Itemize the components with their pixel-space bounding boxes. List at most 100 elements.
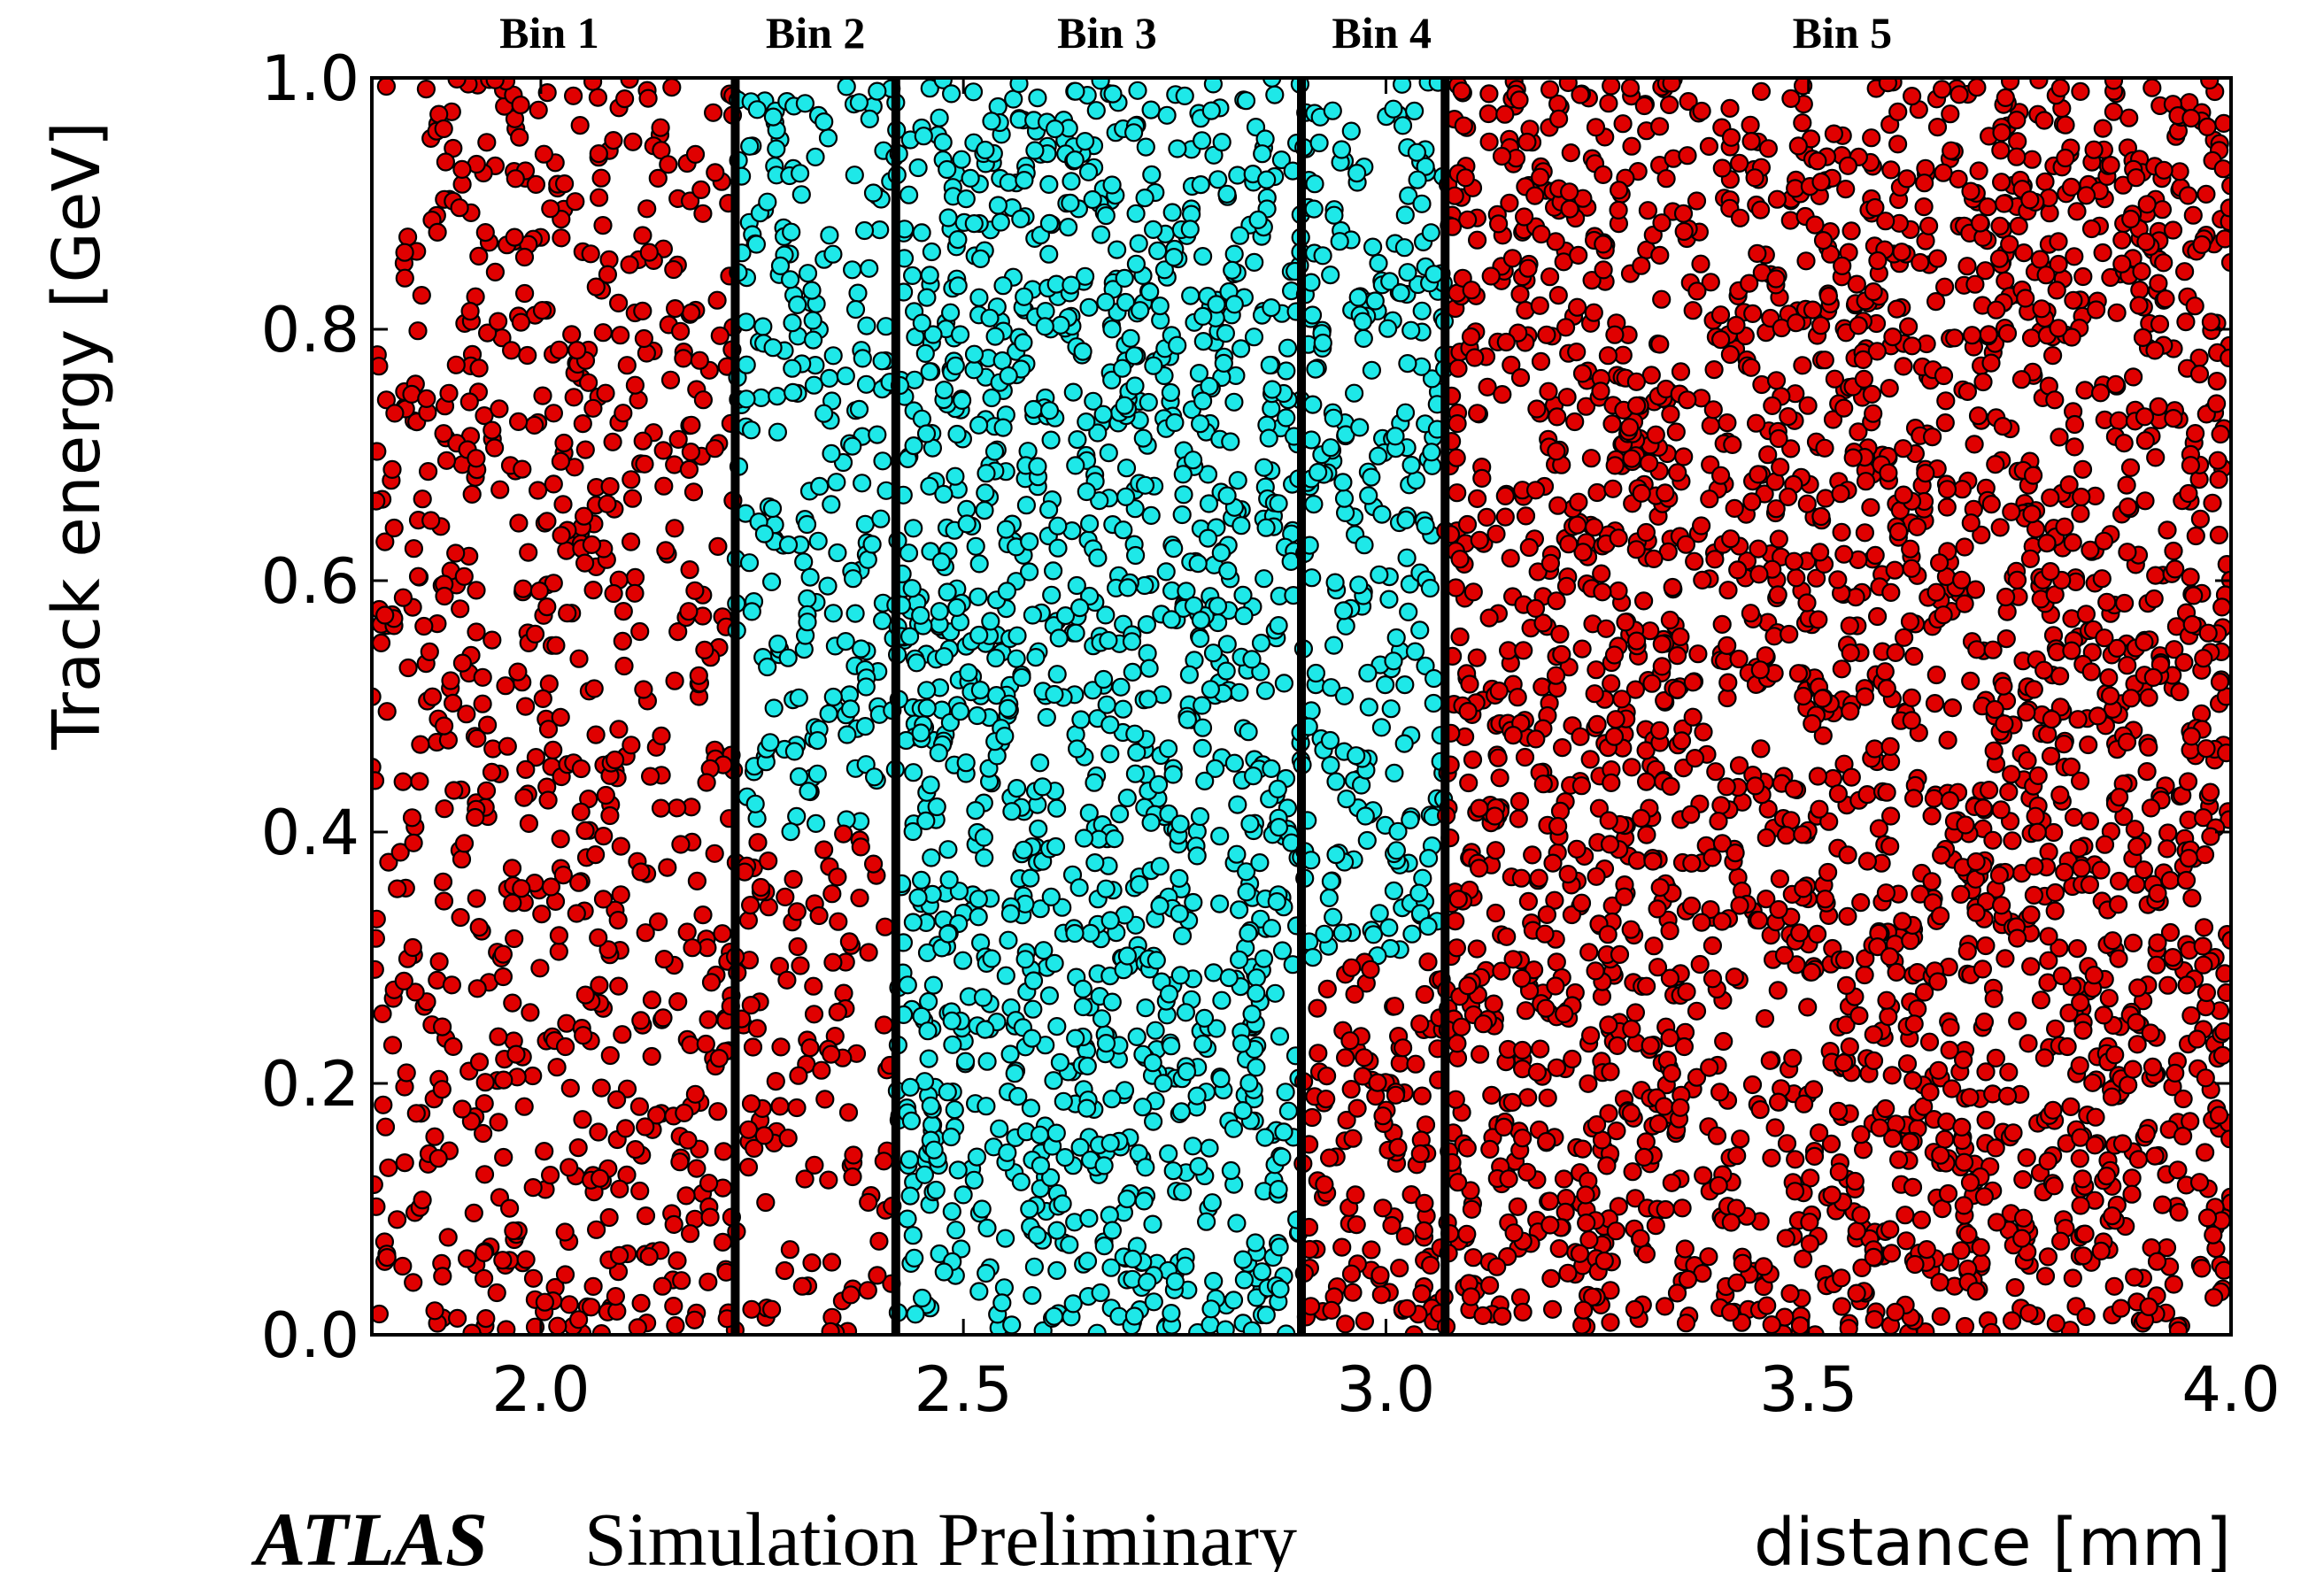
- scatter-point: [975, 848, 994, 867]
- scatter-point: [388, 1210, 407, 1229]
- scatter-point: [671, 835, 691, 854]
- scatter-point: [768, 634, 788, 654]
- scatter-point: [1077, 412, 1096, 432]
- scatter-point: [1798, 998, 1818, 1017]
- scatter-point: [1236, 91, 1256, 111]
- scatter-point: [1565, 412, 1585, 432]
- scatter-point: [998, 698, 1018, 719]
- scatter-point: [636, 1206, 656, 1226]
- scatter-point: [2024, 885, 2043, 905]
- scatter-point: [995, 1229, 1015, 1248]
- scatter-point: [1154, 1074, 1173, 1093]
- scatter-point: [647, 1106, 667, 1125]
- scatter-point: [451, 907, 470, 928]
- scatter-point: [740, 136, 760, 156]
- scatter-point: [849, 93, 869, 112]
- scatter-point: [567, 904, 586, 923]
- scatter-point: [1191, 610, 1211, 630]
- scatter-point: [975, 500, 994, 520]
- scatter-point: [1092, 1009, 1112, 1029]
- scatter-point: [1124, 346, 1144, 366]
- scatter-point: [1892, 243, 1911, 262]
- scatter-point: [2154, 253, 2173, 273]
- scatter-point: [1320, 730, 1340, 751]
- scatter-point: [1210, 826, 1230, 846]
- scatter-point: [1088, 423, 1108, 443]
- scatter-point: [435, 586, 454, 606]
- scatter-point: [665, 671, 684, 690]
- scatter-point: [990, 1119, 1009, 1138]
- scatter-point: [908, 888, 928, 907]
- scatter-point: [1955, 537, 1974, 557]
- scatter-point: [393, 1256, 413, 1276]
- scatter-point: [1650, 335, 1670, 354]
- scatter-point: [854, 220, 875, 241]
- scatter-point: [1262, 759, 1281, 779]
- scatter-point: [942, 1202, 961, 1221]
- scatter-point: [1547, 1058, 1567, 1077]
- scatter-point: [1751, 81, 1772, 102]
- scatter-point: [1881, 160, 1901, 180]
- scatter-point: [510, 127, 529, 147]
- scatter-point: [515, 697, 536, 716]
- scatter-point: [981, 612, 1000, 631]
- scatter-point: [1128, 81, 1147, 100]
- scatter-point: [1347, 164, 1367, 183]
- scatter-point: [1135, 475, 1155, 495]
- scatter-point: [1163, 1161, 1183, 1181]
- scatter-point: [1115, 268, 1134, 288]
- scatter-point: [1038, 500, 1059, 520]
- scatter-point: [710, 326, 730, 345]
- scatter-point: [678, 1130, 698, 1150]
- scatter-point: [485, 78, 505, 89]
- scatter-point: [1345, 984, 1364, 1004]
- scatter-point: [947, 424, 967, 444]
- scatter-point: [1951, 884, 1971, 905]
- scatter-point: [575, 440, 595, 459]
- scatter-point: [2022, 504, 2042, 524]
- scatter-point: [1741, 115, 1760, 135]
- scatter-point: [1199, 494, 1219, 513]
- scatter-point: [1070, 1137, 1090, 1157]
- scatter-point: [1143, 1112, 1163, 1131]
- scatter-point: [1159, 804, 1178, 824]
- scatter-point: [705, 439, 725, 458]
- scatter-point: [1124, 1306, 1145, 1326]
- scatter-point: [672, 1271, 691, 1291]
- scatter-point: [797, 514, 817, 535]
- scatter-point: [376, 390, 396, 410]
- scatter-point: [1125, 724, 1145, 744]
- scatter-point: [952, 150, 971, 169]
- scatter-point: [1231, 1034, 1252, 1053]
- scatter-point: [2002, 502, 2021, 521]
- scatter-point: [1745, 168, 1764, 188]
- scatter-point: [839, 932, 860, 952]
- scatter-point: [1157, 105, 1177, 125]
- scatter-point: [1857, 784, 1877, 805]
- scatter-point: [1105, 828, 1124, 849]
- scatter-point: [581, 1298, 601, 1317]
- scatter-point: [1459, 773, 1479, 793]
- scatter-point: [969, 625, 989, 645]
- scatter-point: [998, 1143, 1017, 1162]
- scatter-point: [1556, 1202, 1575, 1222]
- scatter-point: [651, 118, 670, 137]
- scatter-point: [1009, 78, 1029, 94]
- scatter-point: [1190, 414, 1210, 434]
- scatter-point: [912, 223, 931, 243]
- scatter-point: [2203, 493, 2222, 512]
- scatter-point: [2071, 504, 2090, 523]
- scatter-point: [1965, 580, 1986, 599]
- scatter-point: [1308, 462, 1328, 482]
- scatter-point: [1893, 912, 1912, 931]
- scatter-point: [1324, 408, 1343, 428]
- scatter-point: [1397, 548, 1417, 567]
- scatter-point: [621, 532, 641, 551]
- scatter-point: [417, 389, 436, 408]
- scatter-point: [1050, 1052, 1070, 1072]
- scatter-point: [533, 689, 552, 709]
- scatter-point: [1074, 828, 1094, 848]
- scatter-point: [1369, 253, 1388, 273]
- scatter-point: [1548, 816, 1568, 836]
- scatter-point: [863, 854, 884, 874]
